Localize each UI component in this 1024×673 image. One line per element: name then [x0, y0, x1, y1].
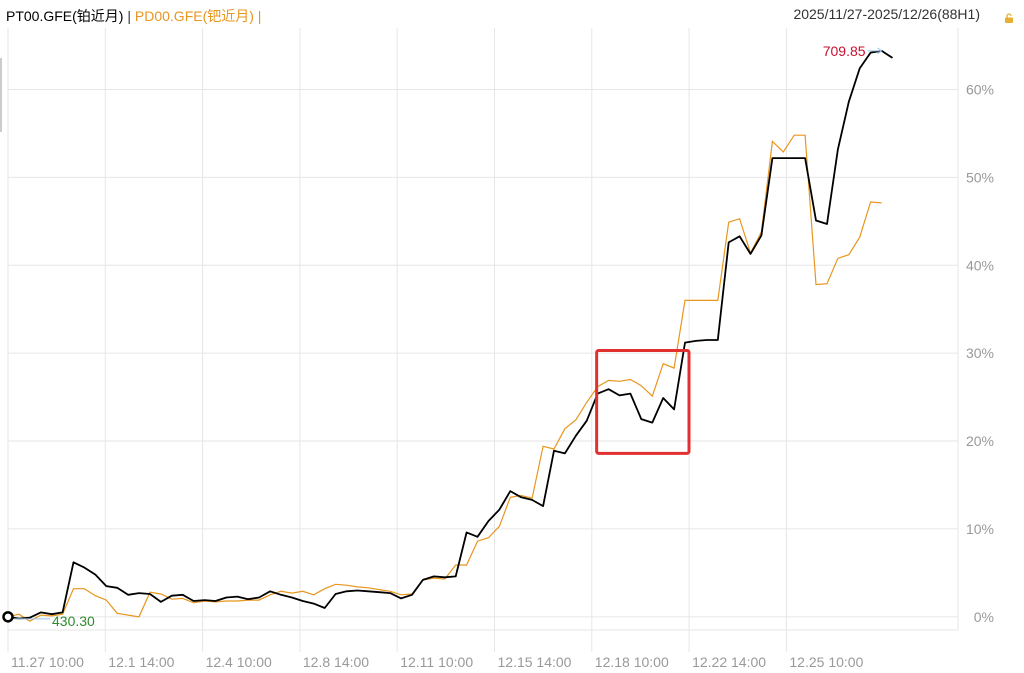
x-tick-label: 12.25 10:00 — [789, 654, 863, 670]
x-tick-label: 12.1 14:00 — [108, 654, 174, 670]
high-marker-arrow — [877, 47, 883, 55]
x-tick-label: 12.18 10:00 — [595, 654, 669, 670]
x-tick-label: 12.8 14:00 — [303, 654, 369, 670]
start-point-marker — [2, 611, 14, 623]
x-tick-label: 12.4 10:00 — [206, 654, 272, 670]
series-line-pt00 — [7, 49, 893, 620]
chart-header: PT00.GFE(铂近月) | PD00.GFE(钯近月) | — [6, 6, 261, 26]
low-price-label: 430.30 — [52, 613, 95, 629]
x-tick-label: 12.22 14:00 — [692, 654, 766, 670]
series1-label[interactable]: PT00.GFE(铂近月) — [6, 8, 124, 24]
y-tick-label: 20% — [966, 433, 994, 449]
y-tick-label: 30% — [966, 345, 994, 361]
x-tick-label: 12.15 14:00 — [498, 654, 572, 670]
x-tick-label: 12.11 10:00 — [400, 654, 473, 670]
series-line-pd00 — [7, 134, 882, 622]
lock-icon[interactable] — [1004, 10, 1014, 23]
x-tick-label: 11.27 10:00 — [11, 654, 84, 670]
highlight-box — [595, 349, 691, 455]
y-tick-label: 60% — [966, 82, 994, 98]
separator: | — [257, 8, 262, 24]
date-range-label: 2025/11/27-2025/12/26(88H1) — [793, 6, 980, 22]
y-tick-label: 40% — [966, 257, 994, 273]
separator: | — [127, 8, 131, 24]
series2-label[interactable]: PD00.GFE(钯近月) — [134, 8, 254, 24]
y-tick-label: 50% — [966, 169, 994, 185]
y-tick-label: 0% — [974, 609, 994, 625]
high-price-label: 709.85 — [823, 43, 866, 59]
y-tick-label: 10% — [966, 521, 994, 537]
